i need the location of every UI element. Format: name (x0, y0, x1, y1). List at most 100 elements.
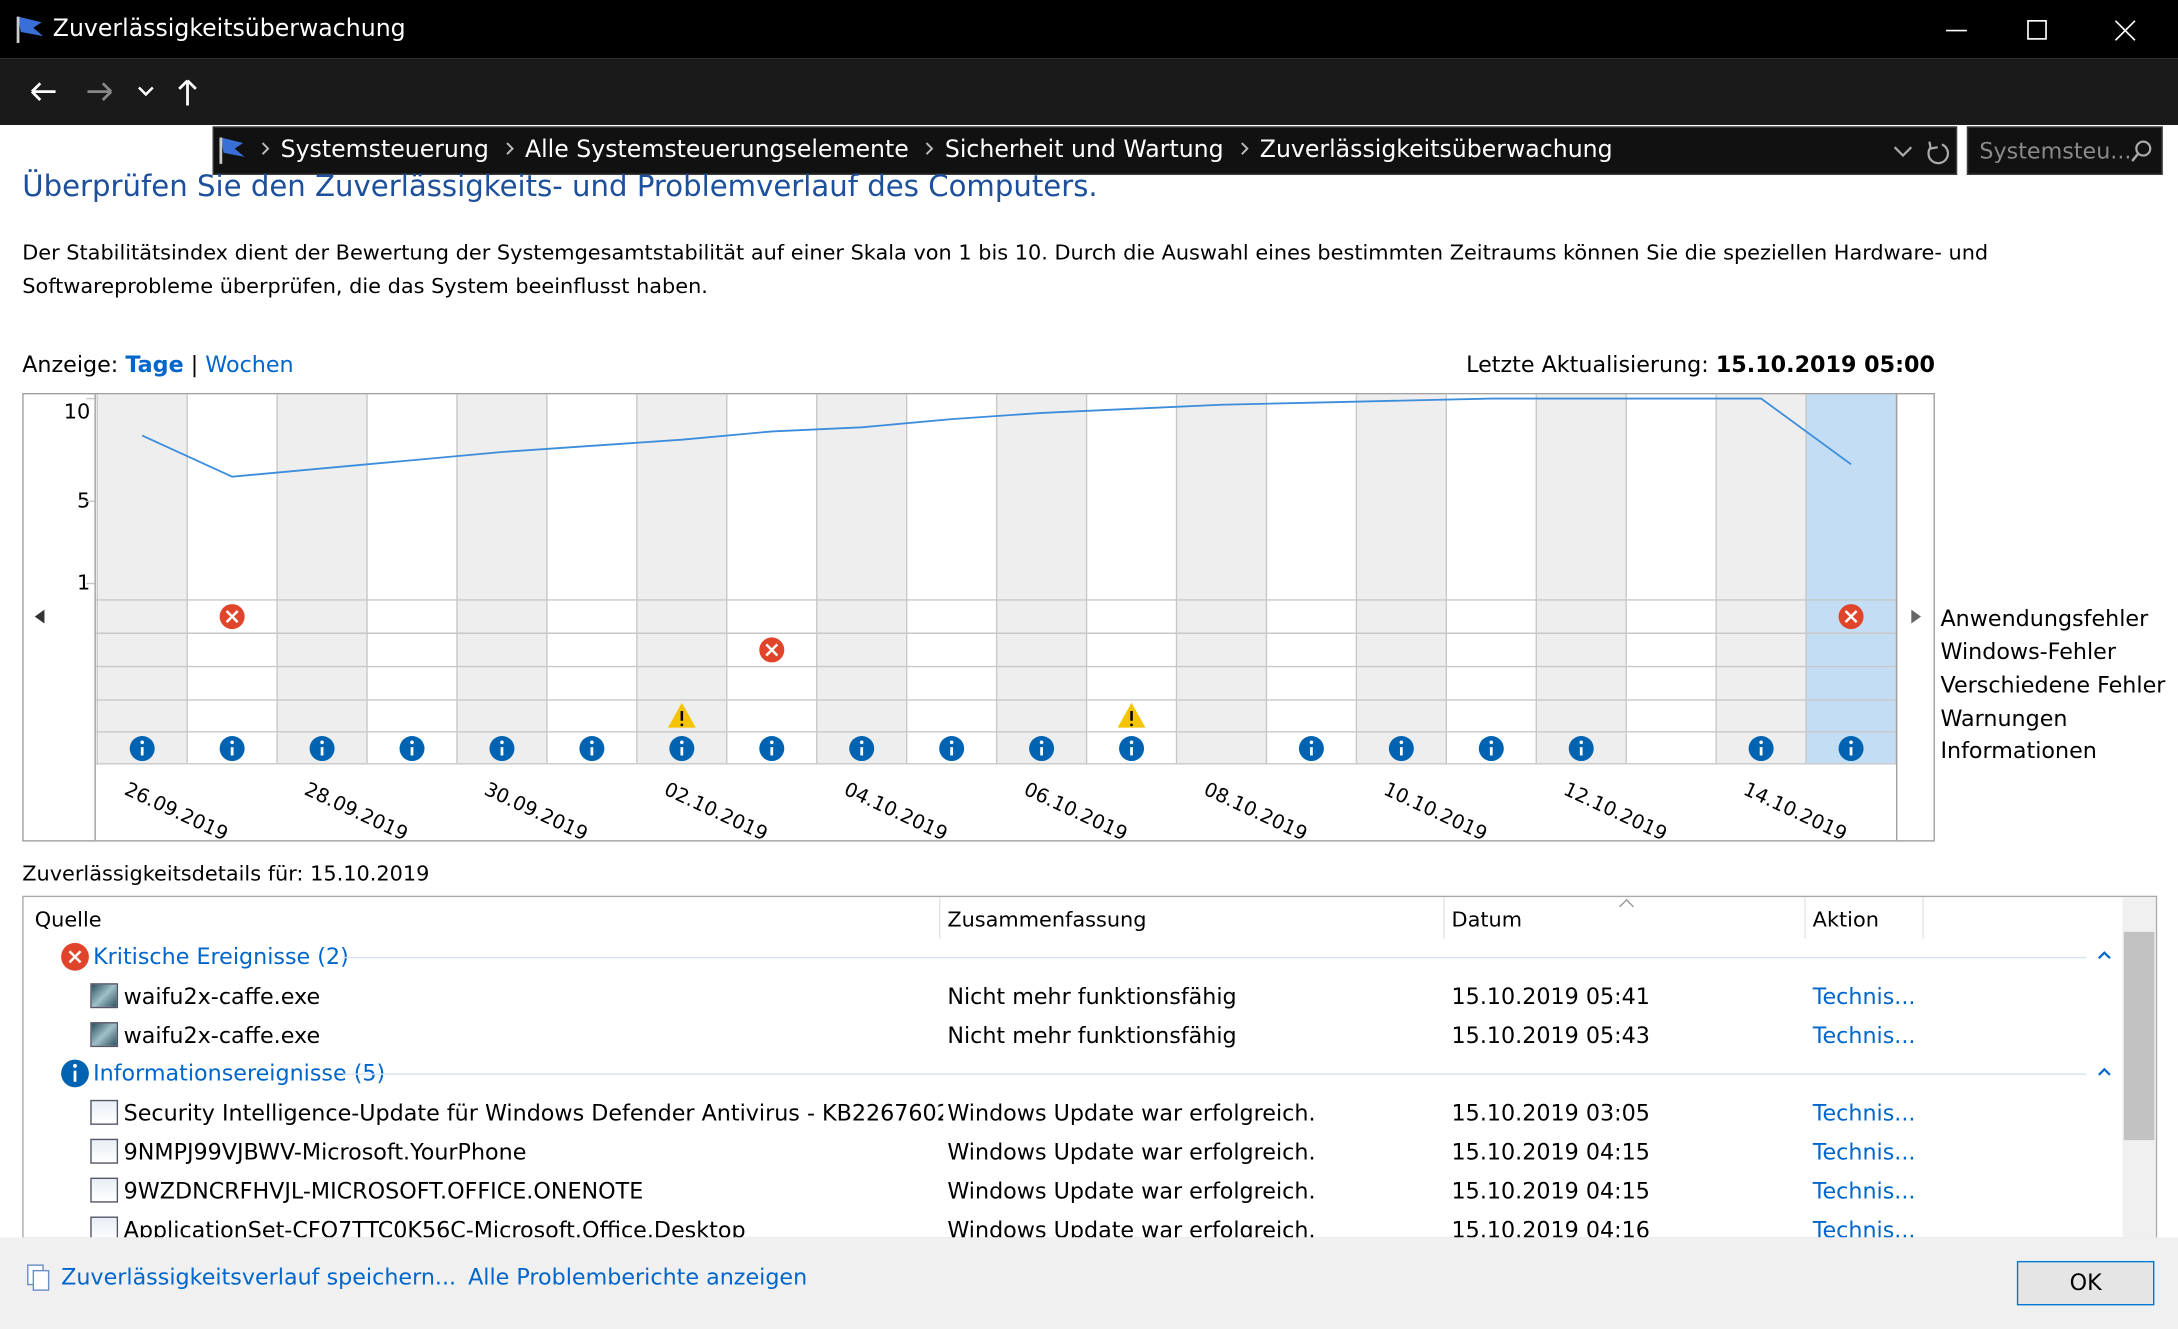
view-option-active[interactable]: Tage (125, 351, 184, 378)
day-column[interactable] (1446, 394, 1537, 764)
column-separator (1443, 897, 1445, 939)
day-column[interactable] (906, 394, 997, 764)
details-link[interactable]: Technis... (1812, 1022, 1916, 1049)
day-column[interactable] (1266, 394, 1357, 764)
info-icon[interactable] (1388, 736, 1414, 762)
info-icon[interactable] (759, 736, 785, 762)
info-icon[interactable] (849, 736, 875, 762)
event-row-label: Windows-Fehler (1940, 639, 2116, 665)
details-link[interactable]: Technis... (1812, 1177, 1916, 1205)
info-icon[interactable] (1029, 736, 1055, 762)
selected-day-column[interactable] (1806, 394, 1897, 764)
scroll-left[interactable] (34, 609, 45, 624)
breadcrumb[interactable]: Systemsteuerung (280, 136, 489, 164)
details-link[interactable]: Technis... (1812, 1216, 1916, 1239)
app-icon (16, 16, 44, 44)
table-cell: 9WZDNCRFHVJL-MICROSOFT.OFFICE.ONENOTE (123, 1177, 644, 1205)
table-cell: waifu2x-caffe.exe (123, 983, 321, 1010)
day-column[interactable] (277, 394, 368, 764)
day-column[interactable] (1716, 394, 1807, 764)
info-icon[interactable] (1298, 736, 1324, 762)
info-icon[interactable] (669, 736, 695, 762)
breadcrumb[interactable]: Alle Systemsteuerungselemente (524, 136, 909, 164)
problem-reports-link[interactable]: Alle Problemberichte anzeigen (468, 1263, 808, 1291)
day-column[interactable] (1356, 394, 1447, 764)
info-icon[interactable] (1119, 736, 1145, 762)
search-box[interactable]: Systemsteu... (1966, 126, 2163, 175)
event-row-label: Verschiedene Fehler (1940, 673, 2166, 699)
breadcrumb[interactable]: Zuverlässigkeitsüberwachung (1259, 136, 1613, 164)
view-option[interactable]: Wochen (205, 351, 294, 378)
title-bar: Zuverlässigkeitsüberwachung (0, 0, 2178, 59)
details-table: Quelle Zusammenfassung Datum Aktion Kritisch… (22, 895, 2158, 1239)
table-cell: Security Intelligence-Update für Windows… (123, 1099, 944, 1127)
info-icon[interactable] (399, 736, 425, 762)
table-cell: Windows Update war erfolgreich. (947, 1138, 1316, 1166)
breadcrumb[interactable]: Sicherheit und Wartung (944, 136, 1224, 164)
group-title[interactable]: Informationsereignisse (5) (93, 1059, 386, 1086)
day-column[interactable] (187, 394, 278, 764)
scroll-right[interactable] (1911, 609, 1922, 624)
day-column[interactable] (367, 394, 457, 764)
window-controls[interactable] (1931, 11, 2167, 50)
info-icon[interactable] (219, 736, 245, 762)
stability-line (141, 397, 1852, 478)
collapse-toggle[interactable] (2096, 1067, 2113, 1078)
breadcrumbs: Systemsteuerung Alle Systemsteuerungselem… (250, 136, 1618, 164)
ok-button[interactable]: OK (2016, 1260, 2155, 1306)
info-icon[interactable] (1568, 736, 1594, 762)
day-column[interactable] (1536, 394, 1627, 764)
group-title[interactable]: Kritische Ereignisse (2) (93, 942, 349, 970)
day-column[interactable] (996, 394, 1087, 764)
group-icon (61, 1059, 89, 1088)
day-column[interactable] (97, 394, 188, 764)
info-icon[interactable] (1838, 736, 1864, 762)
warning-icon[interactable] (1117, 702, 1146, 728)
error-icon[interactable] (759, 637, 785, 663)
error-icon[interactable] (219, 604, 245, 630)
info-icon[interactable] (1478, 736, 1504, 762)
day-column[interactable] (636, 394, 727, 764)
day-column[interactable] (546, 394, 637, 764)
nav-buttons[interactable] (22, 72, 210, 111)
info-icon[interactable] (1748, 736, 1774, 762)
column-separator (938, 897, 941, 939)
footer: Zuverlässigkeitsverlauf speichern... All… (0, 1237, 2178, 1329)
error-icon[interactable] (1838, 604, 1864, 630)
day-column[interactable] (726, 394, 817, 764)
window-title: Zuverlässigkeitsüberwachung (52, 15, 406, 44)
details-link[interactable]: Technis... (1812, 1099, 1916, 1127)
info-icon[interactable] (579, 736, 605, 762)
day-column[interactable] (456, 394, 547, 764)
details-title: Zuverlässigkeitsdetails für: 15.10.2019 (22, 861, 430, 887)
day-column[interactable] (1626, 394, 1717, 764)
column-header[interactable]: Zusammenfassung (947, 906, 1147, 932)
day-column[interactable] (1176, 394, 1267, 764)
collapse-toggle[interactable] (2096, 950, 2113, 961)
column-header[interactable]: Datum (1451, 906, 1523, 932)
source-icon (90, 983, 119, 1009)
column-header[interactable]: Quelle (34, 906, 102, 932)
source-icon (90, 1022, 119, 1048)
address-controls[interactable] (1888, 136, 1952, 167)
save-history-link[interactable]: Zuverlässigkeitsverlauf speichern... (61, 1263, 457, 1291)
table-cell: 15.10.2019 05:43 (1451, 1022, 1650, 1049)
warning-icon[interactable] (667, 702, 696, 728)
table-cell: ApplicationSet-CFQ7TTC0K56C-Microsoft.Of… (123, 1216, 746, 1239)
column-header[interactable]: Aktion (1812, 906, 1879, 932)
info-icon[interactable] (939, 736, 965, 762)
day-column[interactable] (816, 394, 907, 764)
day-column[interactable] (1086, 394, 1177, 764)
source-icon (90, 1138, 119, 1164)
table-cell: Nicht mehr funktionsfähig (947, 983, 1237, 1010)
details-link[interactable]: Technis... (1812, 983, 1916, 1010)
address-bar[interactable]: Systemsteuerung Alle Systemsteuerungselem… (212, 126, 1958, 175)
source-icon (90, 1216, 119, 1238)
details-link[interactable]: Technis... (1812, 1138, 1916, 1166)
scrollbar-thumb[interactable] (2123, 931, 2155, 1141)
info-icon[interactable] (129, 736, 155, 762)
info-icon[interactable] (309, 736, 335, 762)
description-line: Der Stabilitätsindex dient der Bewertung… (22, 240, 1989, 266)
info-icon[interactable] (489, 736, 515, 762)
